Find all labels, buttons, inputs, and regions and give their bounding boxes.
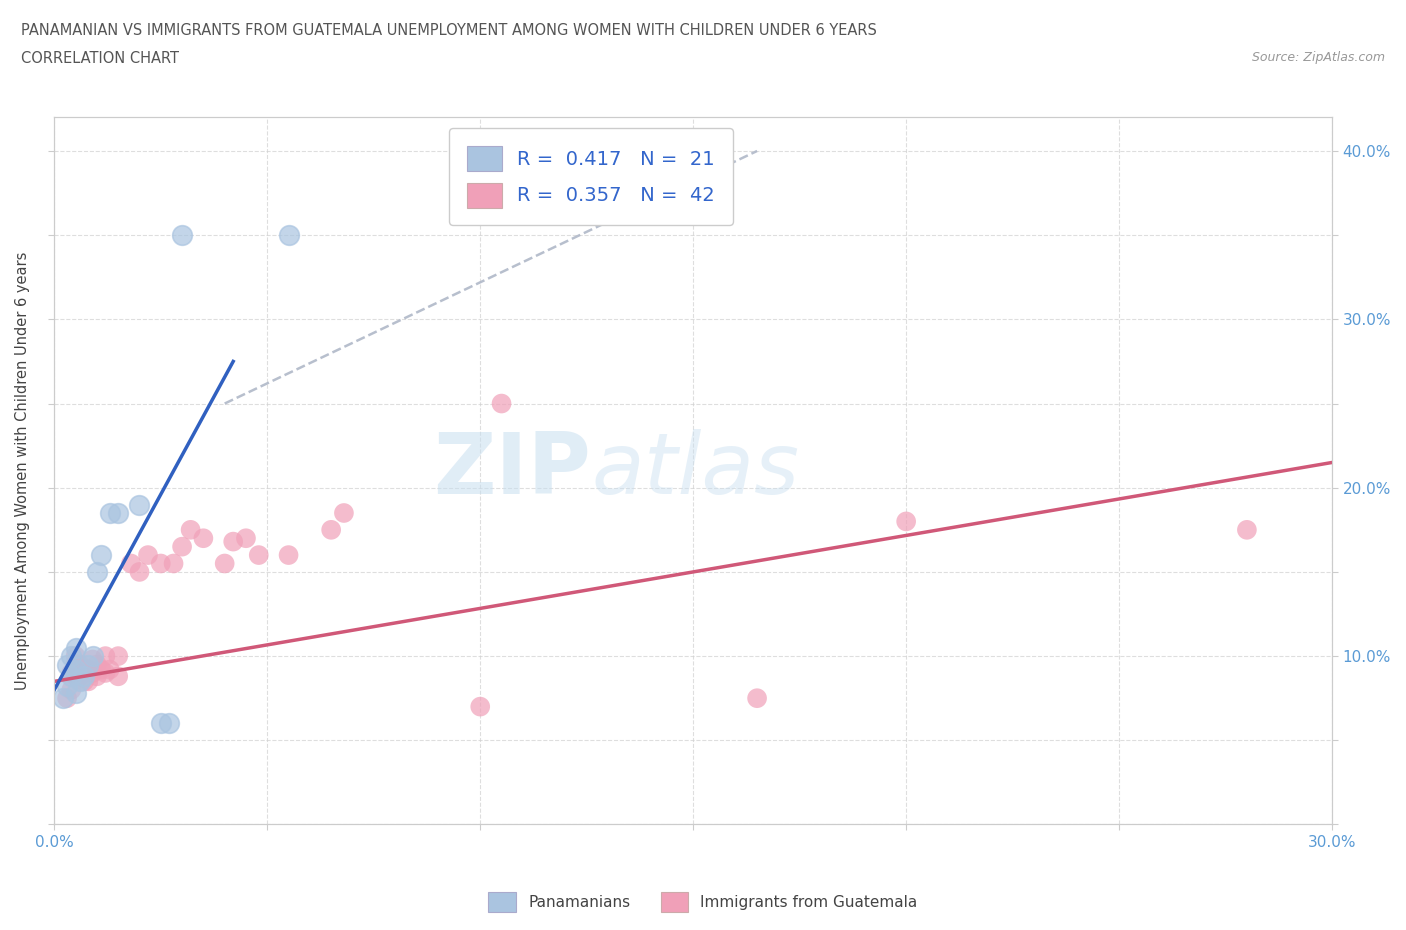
Point	[745, 691, 768, 706]
Text: atlas: atlas	[591, 430, 799, 512]
Legend: R =  0.417   N =  21, R =  0.357   N =  42: R = 0.417 N = 21, R = 0.357 N = 42	[450, 128, 733, 225]
Point	[77, 662, 100, 677]
Point	[222, 534, 245, 549]
Point	[94, 648, 117, 663]
Point	[235, 531, 257, 546]
Point	[149, 556, 172, 571]
Legend: Panamanians, Immigrants from Guatemala: Panamanians, Immigrants from Guatemala	[482, 886, 924, 918]
Point	[69, 658, 91, 672]
Point	[277, 548, 299, 563]
Point	[60, 648, 83, 663]
Point	[193, 531, 215, 546]
Point	[491, 396, 513, 411]
Point	[65, 658, 87, 672]
Point	[894, 514, 917, 529]
Point	[180, 523, 202, 538]
Point	[56, 691, 79, 706]
Point	[157, 716, 180, 731]
Point	[77, 674, 100, 689]
Point	[172, 539, 194, 554]
Point	[321, 523, 343, 538]
Point	[52, 691, 75, 706]
Point	[73, 674, 96, 689]
Text: CORRELATION CHART: CORRELATION CHART	[21, 51, 179, 66]
Point	[69, 669, 91, 684]
Point	[56, 679, 79, 694]
Point	[136, 548, 159, 563]
Y-axis label: Unemployment Among Women with Children Under 6 years: Unemployment Among Women with Children U…	[15, 252, 30, 690]
Point	[86, 565, 108, 579]
Point	[86, 658, 108, 672]
Point	[82, 652, 104, 667]
Text: Source: ZipAtlas.com: Source: ZipAtlas.com	[1251, 51, 1385, 64]
Point	[107, 506, 129, 521]
Point	[60, 666, 83, 681]
Point	[65, 662, 87, 677]
Text: PANAMANIAN VS IMMIGRANTS FROM GUATEMALA UNEMPLOYMENT AMONG WOMEN WITH CHILDREN U: PANAMANIAN VS IMMIGRANTS FROM GUATEMALA …	[21, 23, 877, 38]
Point	[162, 556, 184, 571]
Point	[69, 674, 91, 689]
Point	[107, 648, 129, 663]
Point	[90, 662, 112, 677]
Point	[77, 658, 100, 672]
Point	[1236, 523, 1258, 538]
Point	[120, 556, 142, 571]
Point	[56, 658, 79, 672]
Point	[128, 498, 150, 512]
Point	[86, 669, 108, 684]
Point	[98, 662, 121, 677]
Point	[90, 548, 112, 563]
Point	[82, 666, 104, 681]
Point	[60, 669, 83, 684]
Point	[149, 716, 172, 731]
Point	[73, 669, 96, 684]
Point	[470, 699, 492, 714]
Point	[65, 669, 87, 684]
Point	[277, 228, 299, 243]
Point	[107, 669, 129, 684]
Point	[214, 556, 236, 571]
Point	[82, 648, 104, 663]
Point	[128, 565, 150, 579]
Point	[65, 648, 87, 663]
Point	[247, 548, 270, 563]
Text: ZIP: ZIP	[433, 430, 591, 512]
Point	[73, 666, 96, 681]
Point	[65, 640, 87, 655]
Point	[60, 683, 83, 698]
Point	[98, 506, 121, 521]
Point	[172, 228, 194, 243]
Point	[65, 685, 87, 700]
Point	[333, 506, 356, 521]
Point	[94, 666, 117, 681]
